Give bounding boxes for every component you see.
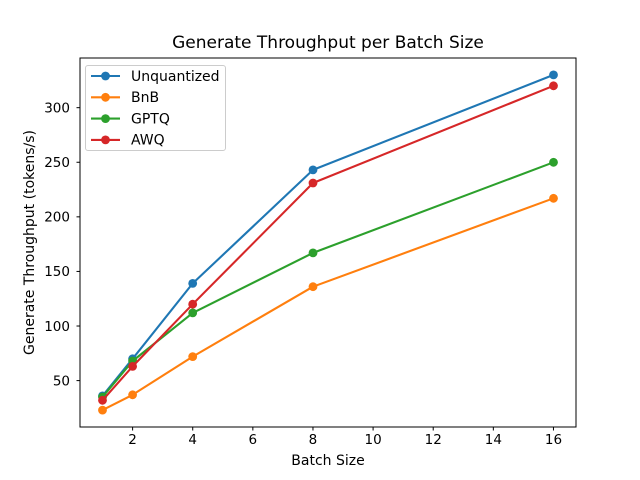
- legend-label: AWQ: [131, 133, 165, 149]
- legend: Unquantized BnB GPTQ AWQ: [85, 65, 226, 151]
- x-tick-label: 16: [545, 432, 562, 448]
- series-line-bnb: [101, 197, 555, 412]
- x-tick-label: 4: [188, 432, 197, 448]
- series-marker-gptq: [188, 308, 198, 318]
- series-marker-unquantized: [308, 165, 318, 175]
- y-tick-label: 200: [44, 210, 70, 226]
- series-marker-gptq: [308, 248, 318, 258]
- legend-sample-marker: [101, 92, 110, 102]
- legend-box: [85, 65, 226, 151]
- legend-label: BnB: [131, 90, 159, 106]
- y-tick-label: 50: [53, 373, 70, 389]
- x-tick-label: 8: [309, 432, 318, 448]
- plot-frame: [79, 57, 577, 428]
- series-marker-awq: [128, 362, 138, 371]
- legend-sample-marker: [101, 114, 110, 123]
- series-marker-awq: [188, 299, 198, 309]
- x-axis-label: Batch Size: [291, 453, 364, 469]
- series-line-gptq: [101, 161, 555, 399]
- series-marker-unquantized: [549, 70, 558, 80]
- legend-sample-marker: [101, 135, 110, 145]
- x-tick-label: 14: [485, 432, 502, 448]
- x-tick-label: 10: [364, 432, 381, 448]
- y-tick-label: 100: [44, 319, 70, 335]
- series-marker-bnb: [98, 405, 107, 415]
- chart-title: Generate Throughput per Batch Size: [172, 33, 484, 53]
- series-marker-bnb: [308, 282, 318, 292]
- y-tick-label: 150: [44, 264, 70, 280]
- series-marker-awq: [549, 81, 558, 91]
- legend-label: GPTQ: [131, 111, 170, 127]
- x-tick-label: 6: [249, 432, 258, 448]
- y-axis-label: Generate Throughput (tokens/s): [22, 130, 38, 355]
- series-marker-bnb: [188, 352, 198, 361]
- x-tick-label: 12: [425, 432, 442, 448]
- legend-label: Unquantized: [131, 69, 220, 85]
- series-marker-bnb: [128, 390, 138, 400]
- series-marker-unquantized: [188, 279, 198, 288]
- y-tick-label: 250: [44, 155, 70, 171]
- series-marker-gptq: [549, 157, 558, 167]
- series-marker-awq: [308, 178, 318, 188]
- x-tick-label: 2: [128, 432, 137, 448]
- series-marker-awq: [98, 395, 107, 405]
- series-marker-bnb: [549, 193, 558, 203]
- legend-sample-marker: [101, 71, 110, 81]
- y-tick-label: 300: [44, 100, 70, 116]
